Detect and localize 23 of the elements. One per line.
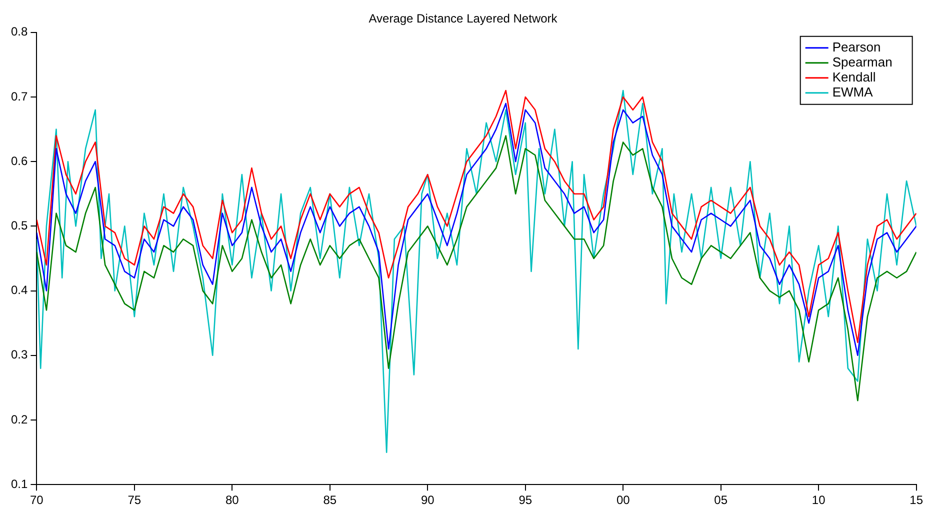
y-tick-label: 0.8 xyxy=(10,24,28,39)
y-tick-label: 0.4 xyxy=(10,283,28,298)
legend-label: Pearson xyxy=(832,39,881,54)
y-tick-label: 0.2 xyxy=(10,412,28,426)
y-tick-label: 0.3 xyxy=(10,348,28,362)
y-tick-label: 0.7 xyxy=(10,89,28,104)
x-tick-label: 00 xyxy=(616,493,630,508)
x-tick-label: 15 xyxy=(910,493,924,508)
x-tick-label: 75 xyxy=(128,493,142,508)
y-tick-label: 0.1 xyxy=(10,476,28,491)
x-tick-label: 85 xyxy=(323,493,337,508)
legend-label: Kendall xyxy=(832,69,876,84)
x-tick-label: 90 xyxy=(420,493,435,508)
x-tick-label: 05 xyxy=(714,493,728,508)
legend-label: Spearman xyxy=(832,54,892,70)
legend-label: EWMA xyxy=(832,84,874,100)
x-tick-label: 10 xyxy=(812,493,826,508)
y-tick-label: 0.6 xyxy=(10,154,28,168)
x-tick-label: 80 xyxy=(225,493,240,508)
y-tick-label: 0.5 xyxy=(10,218,28,233)
x-tick-label: 95 xyxy=(518,493,532,508)
chart-title: Average Distance Layered Network xyxy=(368,12,558,26)
x-tick-label: 70 xyxy=(30,493,44,508)
